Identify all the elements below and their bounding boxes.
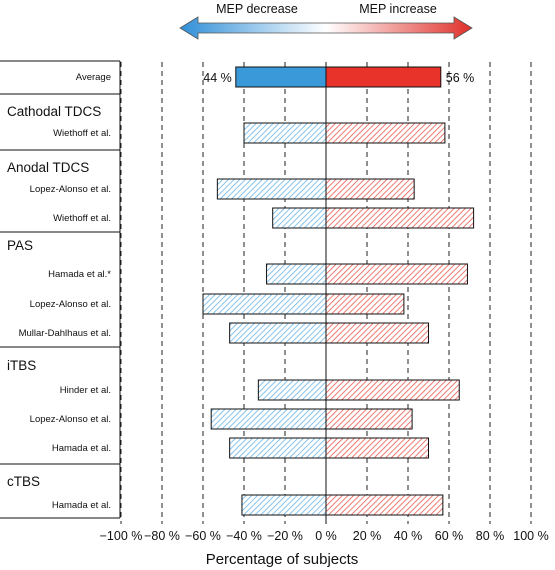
x-tick-label: 100 % xyxy=(513,529,548,543)
x-tick-label: −80 % xyxy=(144,529,180,543)
bar-increase xyxy=(325,207,475,229)
bar-increase xyxy=(325,437,429,459)
bar-increase xyxy=(325,322,429,344)
row-label-study: Lopez-Alonso et al. xyxy=(30,414,111,425)
bar-increase xyxy=(325,408,413,430)
bar-decrease xyxy=(229,437,327,459)
legend-arrow: MEP decrease MEP increase xyxy=(179,2,473,40)
bar-decrease xyxy=(216,178,327,200)
row-label-study: Hamada et al. xyxy=(52,443,111,454)
average-increase-label: 56 % xyxy=(446,71,475,85)
group-header: Cathodal TDCS xyxy=(7,104,101,119)
row-label-study: Lopez-Alonso et al. xyxy=(30,184,111,195)
group-header: Anodal TDCS xyxy=(7,160,89,175)
row-label-average: Average xyxy=(76,72,111,83)
row-label-study: Hamada et al. xyxy=(52,500,111,511)
x-tick-label: −40 % xyxy=(226,529,262,543)
bar-decrease xyxy=(202,293,327,315)
row-label-study: Wiethoff et al. xyxy=(53,213,111,224)
bar-decrease xyxy=(243,122,327,144)
bar-increase xyxy=(325,293,405,315)
bar-decrease xyxy=(235,66,327,88)
bar-decrease xyxy=(210,408,327,430)
bar-decrease xyxy=(257,379,327,401)
bar-decrease xyxy=(229,322,327,344)
x-tick-label: −100 % xyxy=(100,529,143,543)
group-header: iTBS xyxy=(7,358,36,373)
group-header: cTBS xyxy=(7,474,40,489)
bar-increase xyxy=(325,178,415,200)
legend-increase-label: MEP increase xyxy=(359,2,437,16)
bar-increase xyxy=(325,379,460,401)
label-panel: Average Cathodal TDCS Wiethoff et al. Anoda… xyxy=(0,60,121,519)
x-tick-label: 80 % xyxy=(476,529,505,543)
x-tick-label: 0 % xyxy=(315,529,337,543)
bar-decrease xyxy=(241,494,327,516)
group-header: PAS xyxy=(7,238,33,253)
bar-increase xyxy=(325,122,446,144)
x-tick-label: 40 % xyxy=(394,529,423,543)
row-label-study: Wiethoff et al. xyxy=(53,128,111,139)
bar-increase xyxy=(325,66,442,88)
bar-increase xyxy=(325,494,444,516)
x-tick-label: −20 % xyxy=(267,529,303,543)
x-axis-label: Percentage of subjects xyxy=(206,551,359,568)
bar-increase xyxy=(325,263,468,285)
x-tick-label: 20 % xyxy=(353,529,382,543)
x-tick-label: 60 % xyxy=(435,529,464,543)
row-label-study: Lopez-Alonso et al. xyxy=(30,299,111,310)
bar-decrease xyxy=(272,207,327,229)
x-tick-label: −60 % xyxy=(185,529,221,543)
row-label-study: Hinder et al. xyxy=(60,385,111,396)
row-label-study: Hamada et al.* xyxy=(48,269,111,280)
legend-decrease-label: MEP decrease xyxy=(216,2,298,16)
x-tick-labels: −100 % −80 % −60 % −40 % −20 % 0 % 20 % 40 % 60 … xyxy=(100,529,549,543)
average-decrease-label: 44 % xyxy=(203,71,232,85)
legend-double-arrow xyxy=(179,16,473,40)
row-label-study: Mullar-Dahlhaus et al. xyxy=(19,328,111,339)
bar-decrease xyxy=(266,263,327,285)
